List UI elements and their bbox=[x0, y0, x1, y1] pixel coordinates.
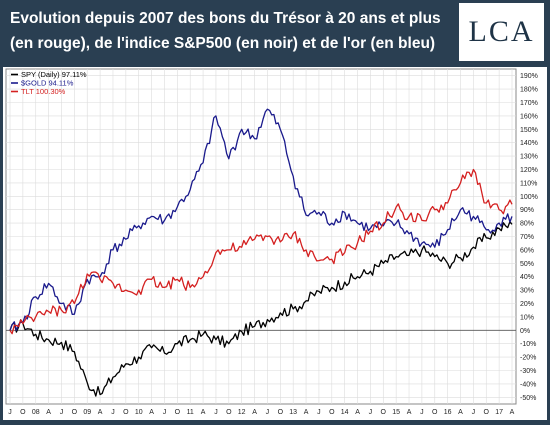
y-tick-label: -20% bbox=[520, 355, 536, 362]
logo-text: LCA bbox=[468, 15, 535, 48]
x-tick-label: O bbox=[329, 409, 335, 416]
x-tick-label: O bbox=[278, 409, 284, 416]
chart-panel: J O 08 A J O 09 A J O 10 A J O 11 A J O 12 A J O 13 A J O 14 A J O 15 A… bbox=[3, 67, 547, 420]
x-tick-label: J bbox=[266, 409, 270, 416]
x-tick-label: A bbox=[458, 409, 463, 416]
y-tick-label: 0% bbox=[520, 328, 530, 335]
x-tick-label: 09 bbox=[83, 409, 91, 416]
series-line-3 bbox=[9, 168, 513, 335]
x-tick-label: O bbox=[432, 409, 438, 416]
y-tick-label: 20% bbox=[520, 301, 534, 308]
x-tick-label: A bbox=[407, 409, 412, 416]
x-tick-label: O bbox=[175, 409, 181, 416]
x-tick-label: 08 bbox=[32, 409, 40, 416]
x-tick-label: J bbox=[317, 409, 321, 416]
x-tick-label: 13 bbox=[289, 409, 297, 416]
x-tick-label: 14 bbox=[341, 409, 349, 416]
x-tick-label: J bbox=[214, 409, 218, 416]
x-tick-label: O bbox=[20, 409, 26, 416]
y-tick-label: 40% bbox=[520, 274, 534, 281]
y-tick-label: 190% bbox=[520, 73, 538, 80]
x-tick-label: J bbox=[163, 409, 167, 416]
x-tick-label: 16 bbox=[444, 409, 452, 416]
x-tick-label: O bbox=[381, 409, 387, 416]
title-line-1: Evolution depuis 2007 des bons du Trésor… bbox=[10, 10, 441, 27]
x-tick-label: 10 bbox=[135, 409, 143, 416]
y-tick-label: 100% bbox=[520, 194, 538, 201]
x-tick-label: A bbox=[46, 409, 51, 416]
y-tick-label: 120% bbox=[520, 167, 538, 174]
line-chart: J O 08 A J O 09 A J O 10 A J O 11 A J O 12 A J O 13 A J O 14 A J O 15 A… bbox=[5, 68, 538, 416]
y-tick-label: -50% bbox=[520, 395, 536, 402]
legend-entry-3: TLT 100.30% bbox=[21, 87, 66, 96]
x-tick-label: A bbox=[355, 409, 360, 416]
y-tick-label: -10% bbox=[520, 341, 536, 348]
y-tick-label: 130% bbox=[520, 154, 538, 161]
legend-entry-1: SPY (Daily) 97.11% bbox=[21, 70, 87, 79]
lca-logo: LCA bbox=[459, 3, 544, 61]
x-tick-label: A bbox=[304, 409, 309, 416]
x-tick-label: J bbox=[472, 409, 476, 416]
x-tick-label: O bbox=[72, 409, 78, 416]
x-tick-label: A bbox=[98, 409, 103, 416]
y-tick-label: 160% bbox=[520, 113, 538, 120]
x-tick-label: 12 bbox=[238, 409, 246, 416]
y-tick-label: -40% bbox=[520, 381, 536, 388]
x-tick-label: 11 bbox=[187, 409, 194, 416]
y-tick-label: 50% bbox=[520, 261, 534, 268]
x-tick-label: O bbox=[123, 409, 129, 416]
x-tick-label: 17 bbox=[495, 409, 503, 416]
x-tick-label: O bbox=[484, 409, 490, 416]
y-tick-label: 80% bbox=[520, 221, 534, 228]
chart-heading: Evolution depuis 2007 des bons du Trésor… bbox=[10, 6, 450, 56]
y-tick-label: 170% bbox=[520, 100, 538, 107]
x-tick-label: A bbox=[201, 409, 206, 416]
y-tick-label: 180% bbox=[520, 87, 538, 94]
legend-entry-2: $GOLD 94.11% bbox=[21, 79, 74, 88]
y-tick-label: 150% bbox=[520, 127, 538, 134]
y-tick-label: 140% bbox=[520, 140, 538, 147]
y-tick-label: 70% bbox=[520, 234, 534, 241]
y-tick-label: -30% bbox=[520, 368, 536, 375]
x-tick-label: A bbox=[252, 409, 257, 416]
series-line-1 bbox=[9, 221, 513, 397]
x-tick-label: J bbox=[369, 409, 373, 416]
x-tick-label: A bbox=[149, 409, 154, 416]
y-tick-label: 10% bbox=[520, 314, 534, 321]
x-tick-label: 15 bbox=[392, 409, 400, 416]
series-line-2 bbox=[9, 108, 513, 331]
x-tick-label: J bbox=[111, 409, 115, 416]
x-tick-label: J bbox=[420, 409, 424, 416]
y-tick-label: 90% bbox=[520, 207, 534, 214]
y-tick-label: 60% bbox=[520, 247, 534, 254]
y-tick-label: 30% bbox=[520, 288, 534, 295]
title-line-2: (en rouge), de l'indice S&P500 (en noir)… bbox=[10, 35, 436, 52]
x-tick-label: O bbox=[226, 409, 232, 416]
y-tick-label: 110% bbox=[520, 180, 537, 187]
x-tick-label: A bbox=[510, 409, 515, 416]
x-tick-label: J bbox=[60, 409, 64, 416]
x-tick-label: J bbox=[8, 409, 12, 416]
